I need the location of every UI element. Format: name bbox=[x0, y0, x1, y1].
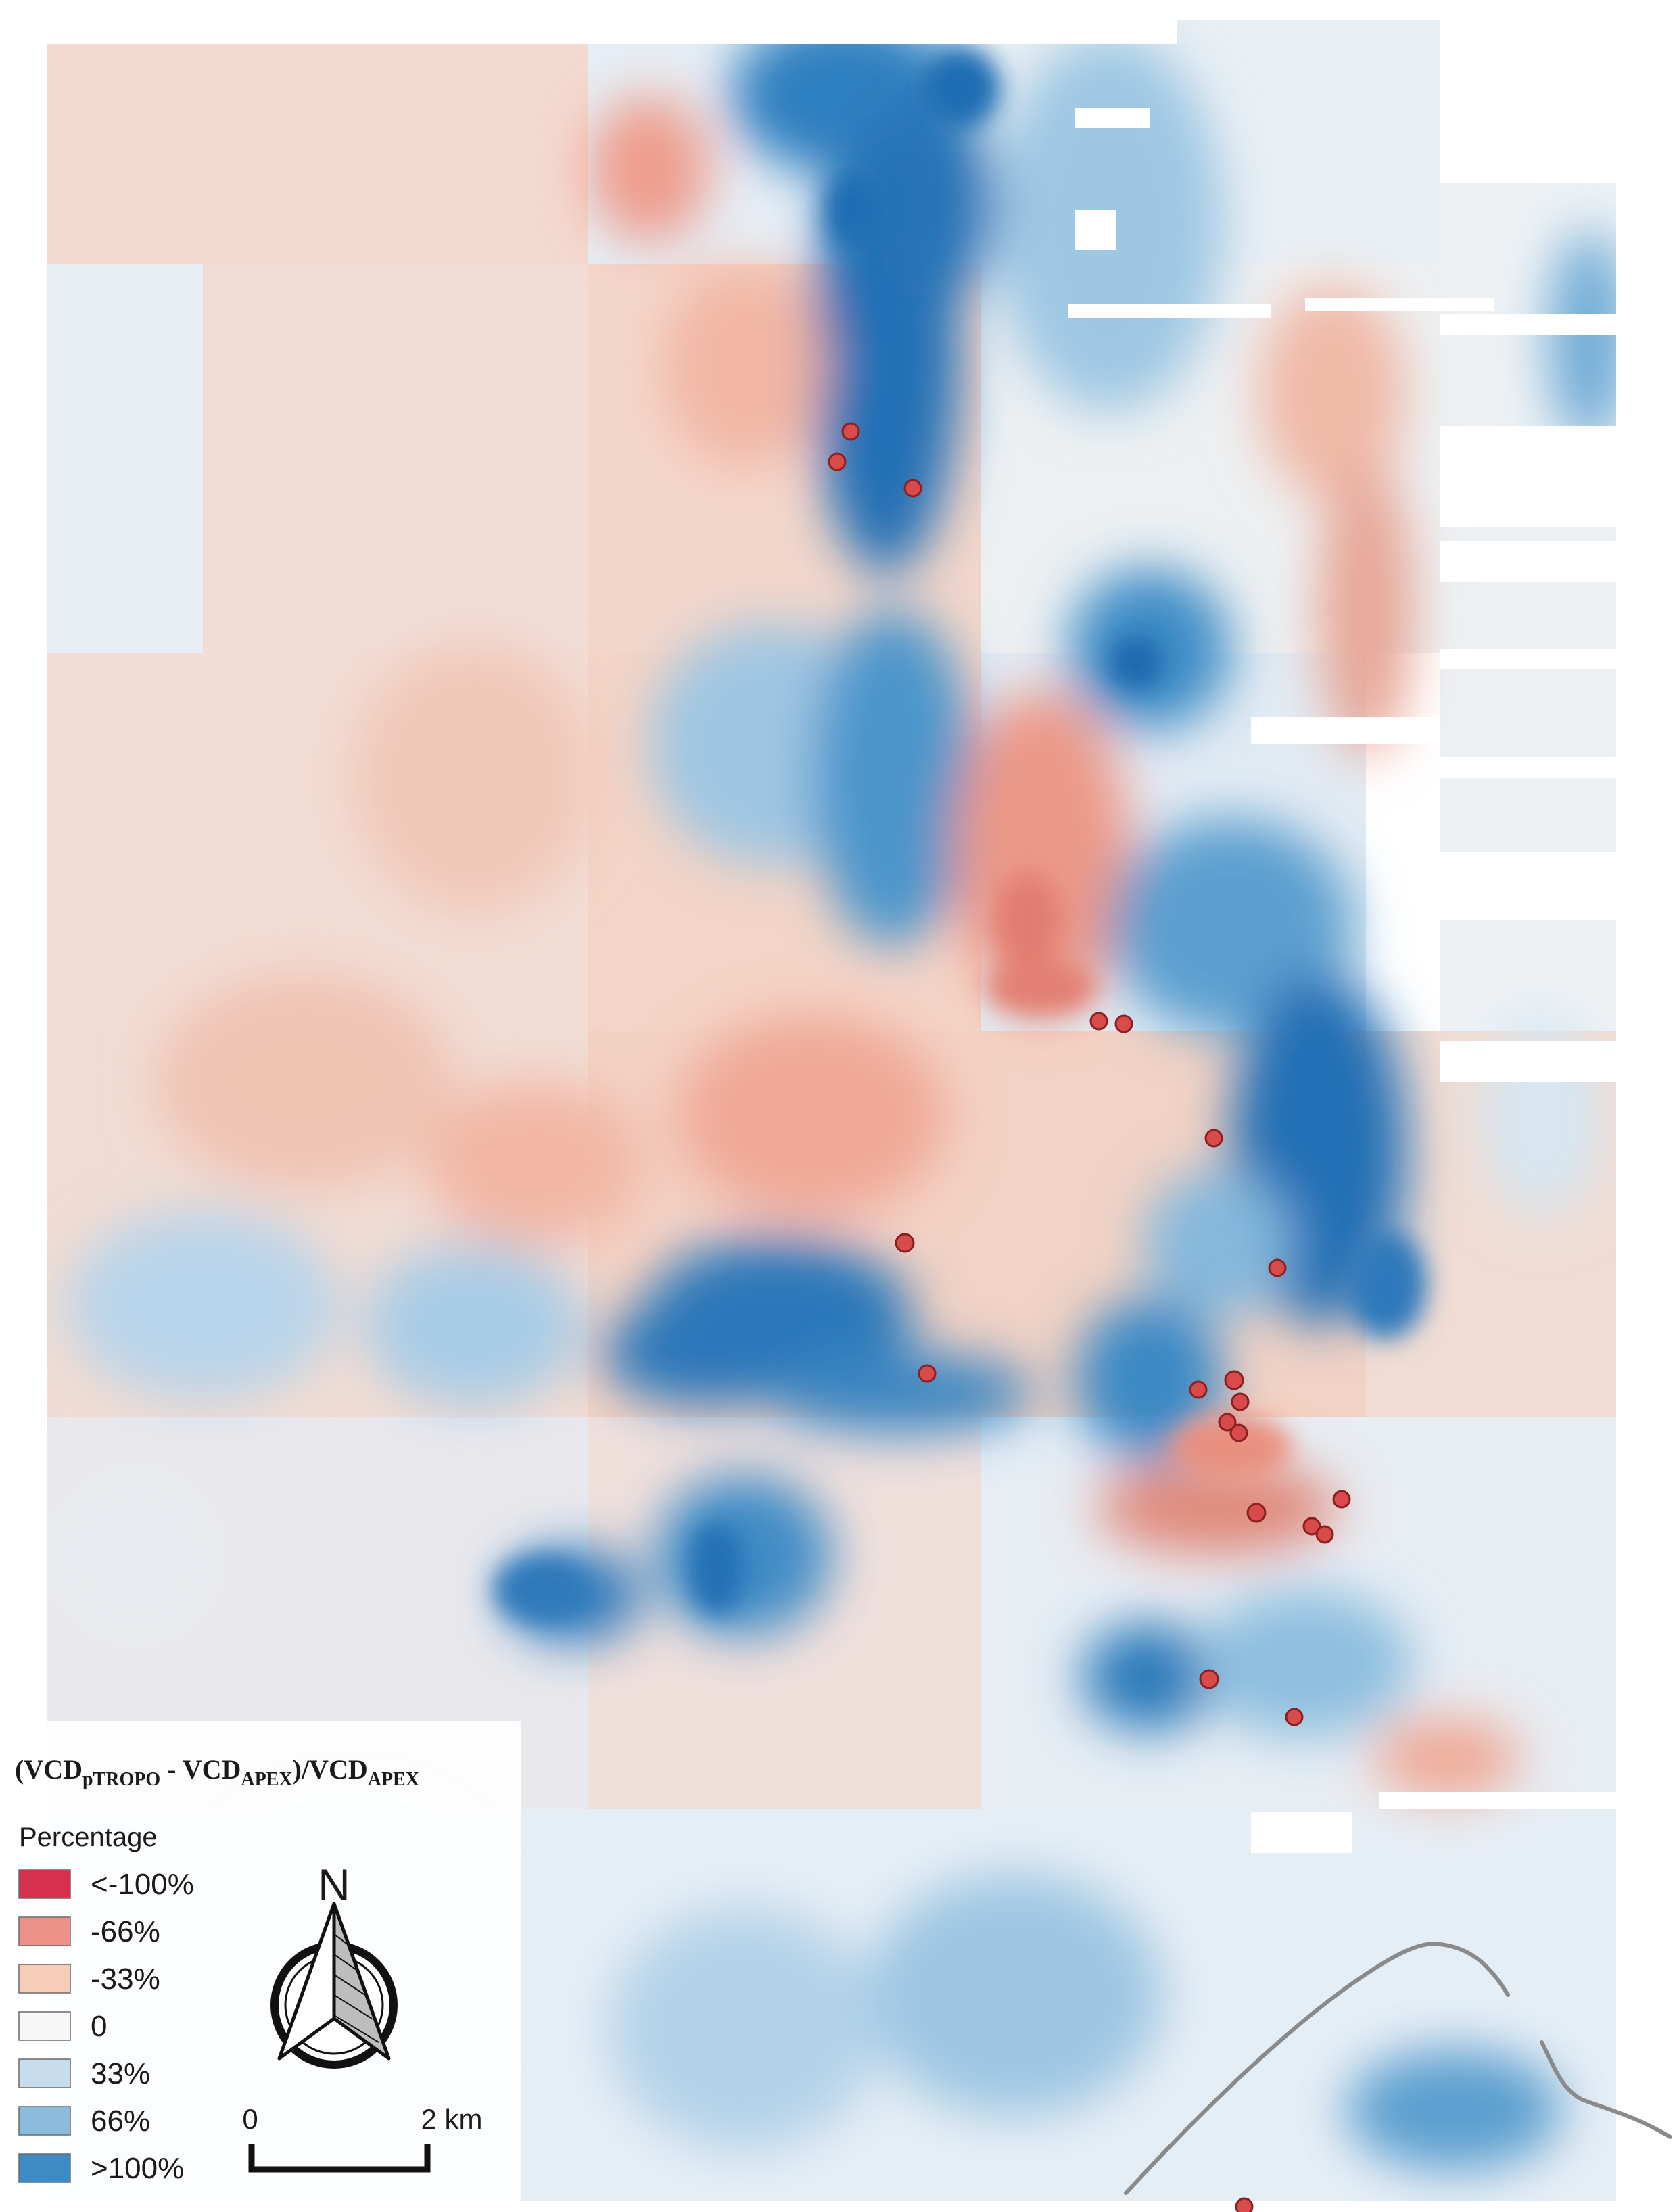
measurement-point bbox=[918, 1364, 937, 1383]
roads bbox=[1124, 1942, 1672, 2195]
legend-swatch bbox=[18, 2153, 71, 2183]
measurement-point bbox=[1235, 2197, 1254, 2212]
legend-swatch bbox=[18, 1916, 71, 1946]
scale-bar-line bbox=[248, 2144, 431, 2173]
raster-speckle bbox=[494, 47, 1427, 1623]
measurement-point bbox=[1218, 1413, 1237, 1432]
measurement-point bbox=[1302, 1517, 1321, 1536]
measurement-point bbox=[903, 479, 922, 498]
scale-end-label: 2 km bbox=[421, 2103, 482, 2135]
legend-subtitle: Percentage bbox=[19, 1822, 158, 1852]
legend-label: 66% bbox=[91, 2104, 150, 2138]
measurement-point bbox=[1246, 1503, 1267, 1523]
legend-background bbox=[0, 1721, 521, 2212]
legend-label: 33% bbox=[91, 2057, 150, 2090]
measurement-point bbox=[1189, 1380, 1208, 1399]
north-arrow-needle-right bbox=[332, 1902, 391, 2061]
legend-label: 0 bbox=[91, 2010, 107, 2043]
measurement-point bbox=[1204, 1129, 1223, 1148]
legend: (VCDpTROPO - VCDAPEX)/VCDAPEX Percentage… bbox=[0, 1721, 521, 2212]
measurement-point bbox=[841, 422, 860, 441]
legend-label: -66% bbox=[91, 1915, 160, 1948]
legend-swatch bbox=[18, 1869, 71, 1899]
scale-bar: 0 2 km bbox=[242, 2103, 483, 2173]
measurement-points bbox=[828, 422, 1351, 2212]
legend-title: (VCDpTROPO - VCDAPEX)/VCDAPEX bbox=[15, 1754, 419, 1790]
legend-swatch bbox=[18, 1964, 71, 1994]
measurement-point bbox=[1089, 1012, 1108, 1031]
measurement-point bbox=[1229, 1423, 1248, 1442]
legend-classes: <-100% -66% -33% 0 33% 66% >100% bbox=[18, 1868, 194, 2185]
measurement-point bbox=[1332, 1490, 1351, 1509]
legend-swatch bbox=[18, 2058, 71, 2088]
measurement-point bbox=[1114, 1014, 1133, 1033]
legend-swatch bbox=[18, 2011, 71, 2041]
legend-swatch bbox=[18, 2106, 71, 2136]
road-line bbox=[1540, 2040, 1672, 2139]
measurement-point bbox=[895, 1233, 915, 1253]
measurement-point bbox=[1231, 1392, 1250, 1411]
legend-label: -33% bbox=[91, 1962, 160, 1996]
road-line bbox=[1124, 1942, 1510, 2195]
measurement-point bbox=[1315, 1525, 1334, 1544]
measurement-point bbox=[1199, 1669, 1219, 1689]
legend-label: >100% bbox=[91, 2152, 184, 2185]
legend-label: <-100% bbox=[91, 1868, 194, 1901]
scale-start-label: 0 bbox=[242, 2103, 258, 2135]
measurement-point bbox=[1268, 1258, 1287, 1277]
north-arrow-label: N bbox=[318, 1860, 350, 1910]
measurement-point bbox=[1224, 1370, 1244, 1390]
measurement-point bbox=[1285, 1708, 1304, 1726]
north-arrow: N bbox=[270, 1860, 398, 2069]
measurement-point bbox=[828, 452, 847, 471]
